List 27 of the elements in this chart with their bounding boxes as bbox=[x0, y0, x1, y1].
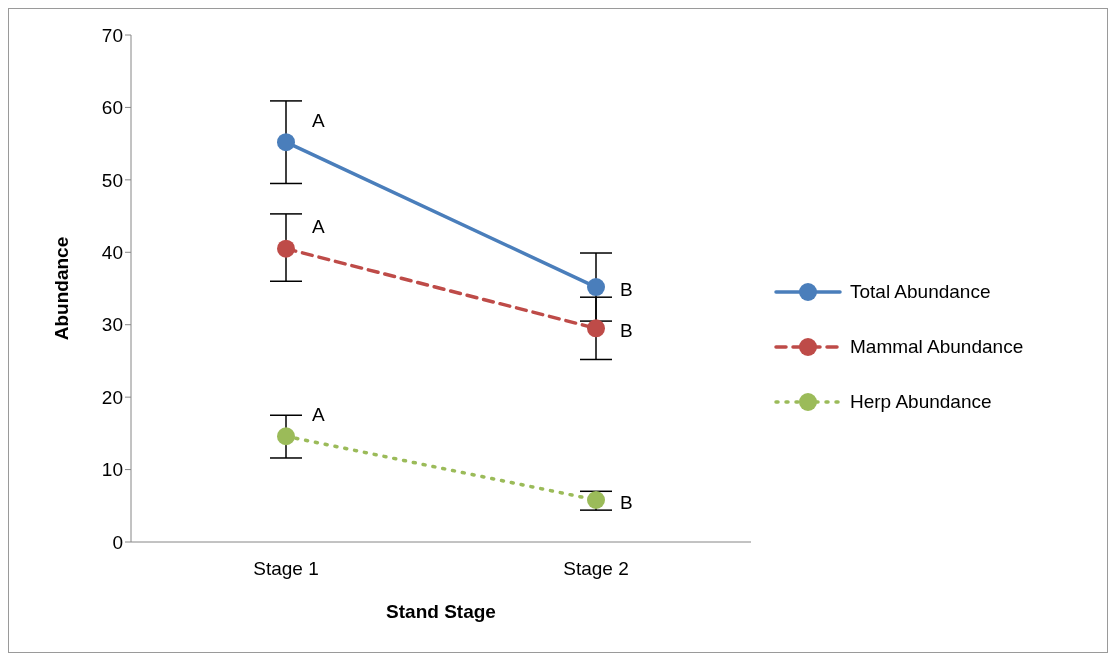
point bbox=[277, 133, 295, 152]
x-axis-title: Stand Stage bbox=[386, 601, 496, 622]
legend-label: Mammal Abundance bbox=[850, 335, 1024, 358]
y-tick-label: 60 bbox=[101, 97, 123, 119]
y-tick-label: 70 bbox=[101, 24, 123, 46]
point bbox=[587, 278, 605, 297]
annotation: B bbox=[620, 320, 633, 342]
annotation: B bbox=[620, 491, 633, 513]
point bbox=[277, 239, 295, 258]
legend-label: Herp Abundance bbox=[850, 390, 992, 413]
x-tick-label: Stage 2 bbox=[563, 558, 629, 580]
x-tick-label: Stage 1 bbox=[253, 558, 319, 580]
annotation: A bbox=[312, 216, 325, 238]
point bbox=[587, 319, 605, 338]
y-tick-label: 30 bbox=[101, 314, 123, 336]
point bbox=[587, 490, 605, 509]
annotation: B bbox=[620, 278, 633, 300]
y-tick-label: 50 bbox=[101, 169, 123, 191]
y-tick-label: 0 bbox=[112, 531, 123, 553]
y-tick-label: 10 bbox=[101, 459, 123, 481]
annotation: A bbox=[312, 404, 325, 425]
point bbox=[277, 427, 295, 446]
y-tick-label: 40 bbox=[101, 242, 123, 264]
legend-label: Total Abundance bbox=[850, 280, 991, 303]
y-axis-title: Abundance bbox=[50, 236, 72, 341]
y-tick-label: 20 bbox=[101, 386, 123, 408]
annotation: A bbox=[312, 109, 325, 131]
